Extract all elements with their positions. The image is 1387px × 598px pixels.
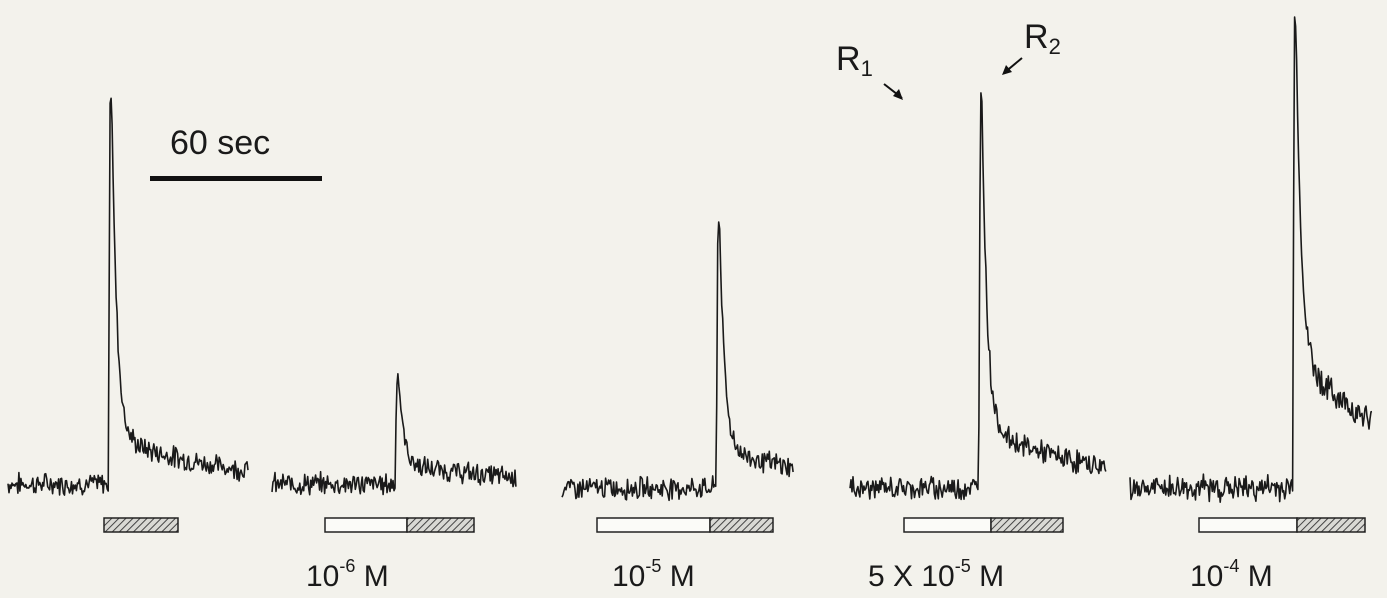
stimulus-bar-open-1e-6: [324, 517, 408, 533]
scalebar-label: 60 sec: [170, 124, 271, 162]
concentration-label-1e-4: 10-4 M: [1190, 556, 1273, 594]
stimulus-bar-hatched-1e-4: [1296, 517, 1366, 533]
scalebar-line: [150, 176, 322, 181]
r1-arrowhead: [893, 89, 903, 100]
stimulus-bars-group: [103, 517, 1366, 533]
stimulus-bar-open-5e-5: [903, 517, 992, 533]
conc-mantissa: 10: [306, 560, 340, 593]
trace-1e-5: [561, 221, 794, 502]
conc-exponent: -5: [645, 556, 662, 576]
conc-prefix: 5 X: [868, 560, 922, 593]
conc-unit: M: [1247, 560, 1273, 593]
stimulus-bar-hatched-control: [103, 517, 179, 533]
r1-letter: R: [836, 40, 861, 78]
conc-mantissa: 10: [1190, 560, 1224, 593]
trace-1e-4: [1129, 16, 1373, 504]
conc-exponent: -5: [954, 556, 971, 576]
stimulus-bar-open-1e-4: [1198, 517, 1298, 533]
r2-letter: R: [1024, 18, 1049, 56]
stimulus-bar-hatched-1e-5: [709, 517, 774, 533]
stimulus-bar-hatched-5e-5: [990, 517, 1064, 533]
conc-unit: M: [363, 560, 389, 593]
concentration-label-1e-5: 10-5 M: [612, 556, 695, 594]
r2-arrowhead: [1002, 65, 1012, 75]
stimulus-bar-hatched-1e-6: [406, 517, 475, 533]
r2-label: R2: [1024, 18, 1061, 59]
r1-subscript: 1: [860, 56, 873, 81]
conc-exponent: -4: [1223, 556, 1240, 576]
trace-1e-6: [271, 372, 517, 496]
conc-exponent: -6: [339, 556, 356, 576]
r1-label: R1: [836, 40, 873, 81]
peak-arrows-group: [883, 57, 1023, 100]
conc-unit: M: [669, 560, 695, 593]
conc-mantissa: 10: [612, 560, 646, 593]
concentration-label-5e-5: 5 X 10-5 M: [868, 556, 1005, 594]
trace-5e-5: [849, 92, 1107, 501]
trace-control: [7, 97, 249, 496]
conc-unit: M: [979, 560, 1005, 593]
r2-subscript: 2: [1048, 34, 1061, 59]
conc-mantissa: 10: [921, 560, 955, 593]
stimulus-bar-open-1e-5: [596, 517, 711, 533]
traces-group: [7, 16, 1373, 504]
concentration-label-1e-6: 10-6 M: [306, 556, 389, 594]
